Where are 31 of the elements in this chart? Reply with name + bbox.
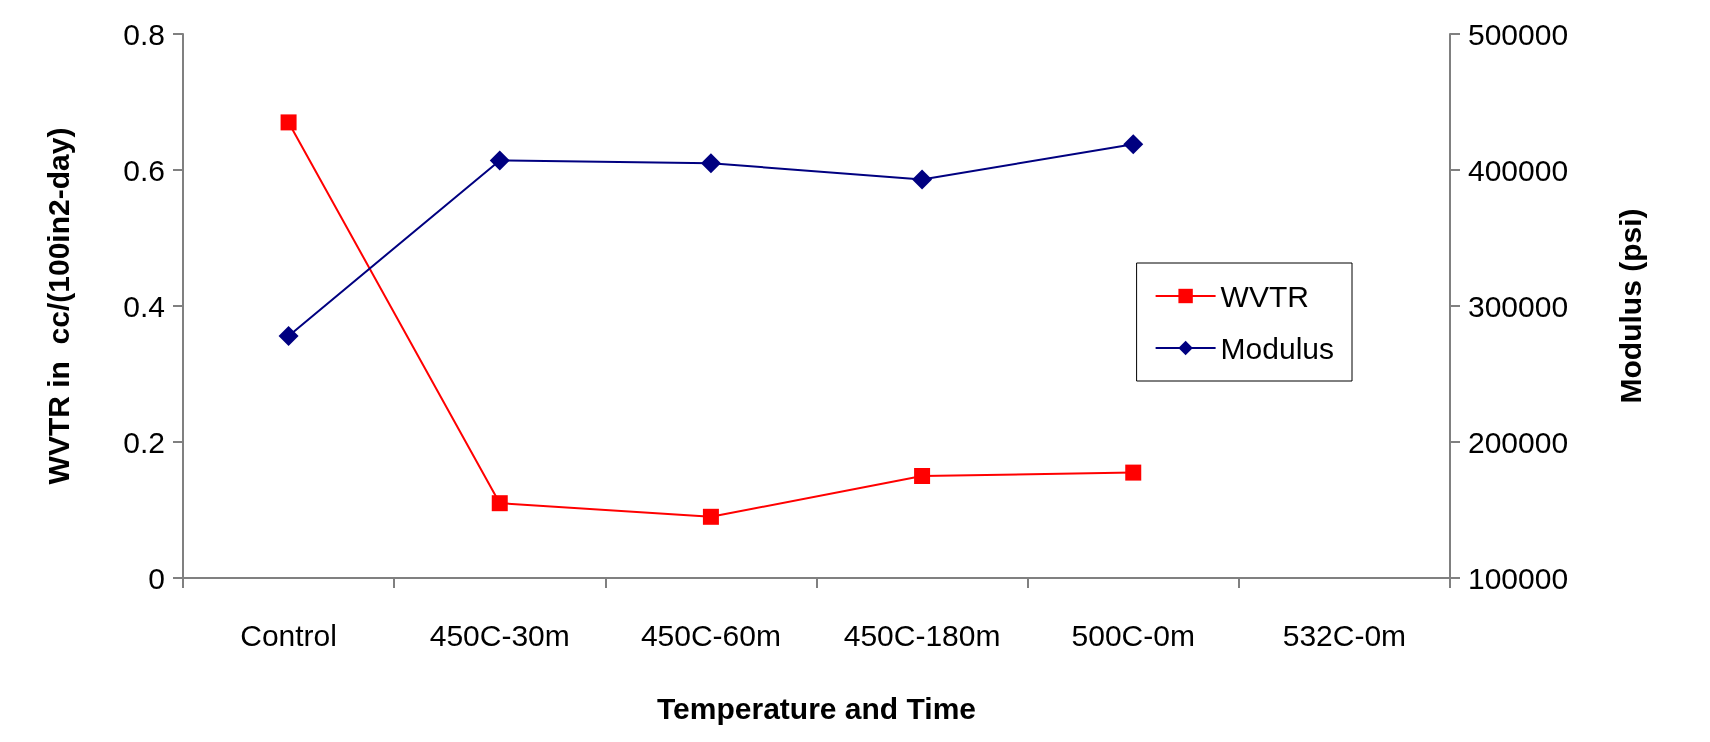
point [912, 169, 933, 190]
y-axis-title: WVTR in cc/(100in2-day) [41, 127, 75, 485]
x-tick-label: 532C-0m [1282, 618, 1407, 652]
x-tick-label: 450C-60m [640, 618, 781, 652]
y2-tick-label: 300000 [1468, 289, 1569, 323]
x-tick-label: 500C-0m [1071, 618, 1195, 652]
x-tick-label: 450C-180m [843, 618, 1001, 652]
legend-label: Modulus [1220, 331, 1335, 365]
x-axis-title: Temperature and Time [657, 691, 976, 725]
y-tick-label: 0 [148, 561, 165, 595]
point [1125, 464, 1142, 481]
y2-tick-label: 200000 [1468, 425, 1569, 459]
point [700, 153, 721, 174]
y2-tick-label: 500000 [1468, 17, 1569, 51]
x-tick-label: 450C-30m [429, 618, 570, 652]
point [280, 114, 297, 131]
y-tick-label: 0.8 [123, 17, 165, 51]
point [489, 150, 510, 171]
y2-tick-label: 100000 [1468, 561, 1569, 595]
x-tick-label: Control [240, 618, 337, 652]
point [491, 495, 508, 512]
y-tick-label: 0.6 [123, 153, 165, 187]
point [278, 325, 299, 346]
point [1123, 134, 1144, 155]
y-tick-label: 0.4 [123, 289, 165, 323]
y-tick-label: 0.2 [123, 425, 165, 459]
legend-label: WVTR [1220, 279, 1309, 313]
y2-tick-label: 400000 [1468, 153, 1569, 187]
point [702, 508, 719, 525]
point [914, 468, 931, 484]
y2-axis-title: Modulus (psi) [1613, 208, 1647, 404]
